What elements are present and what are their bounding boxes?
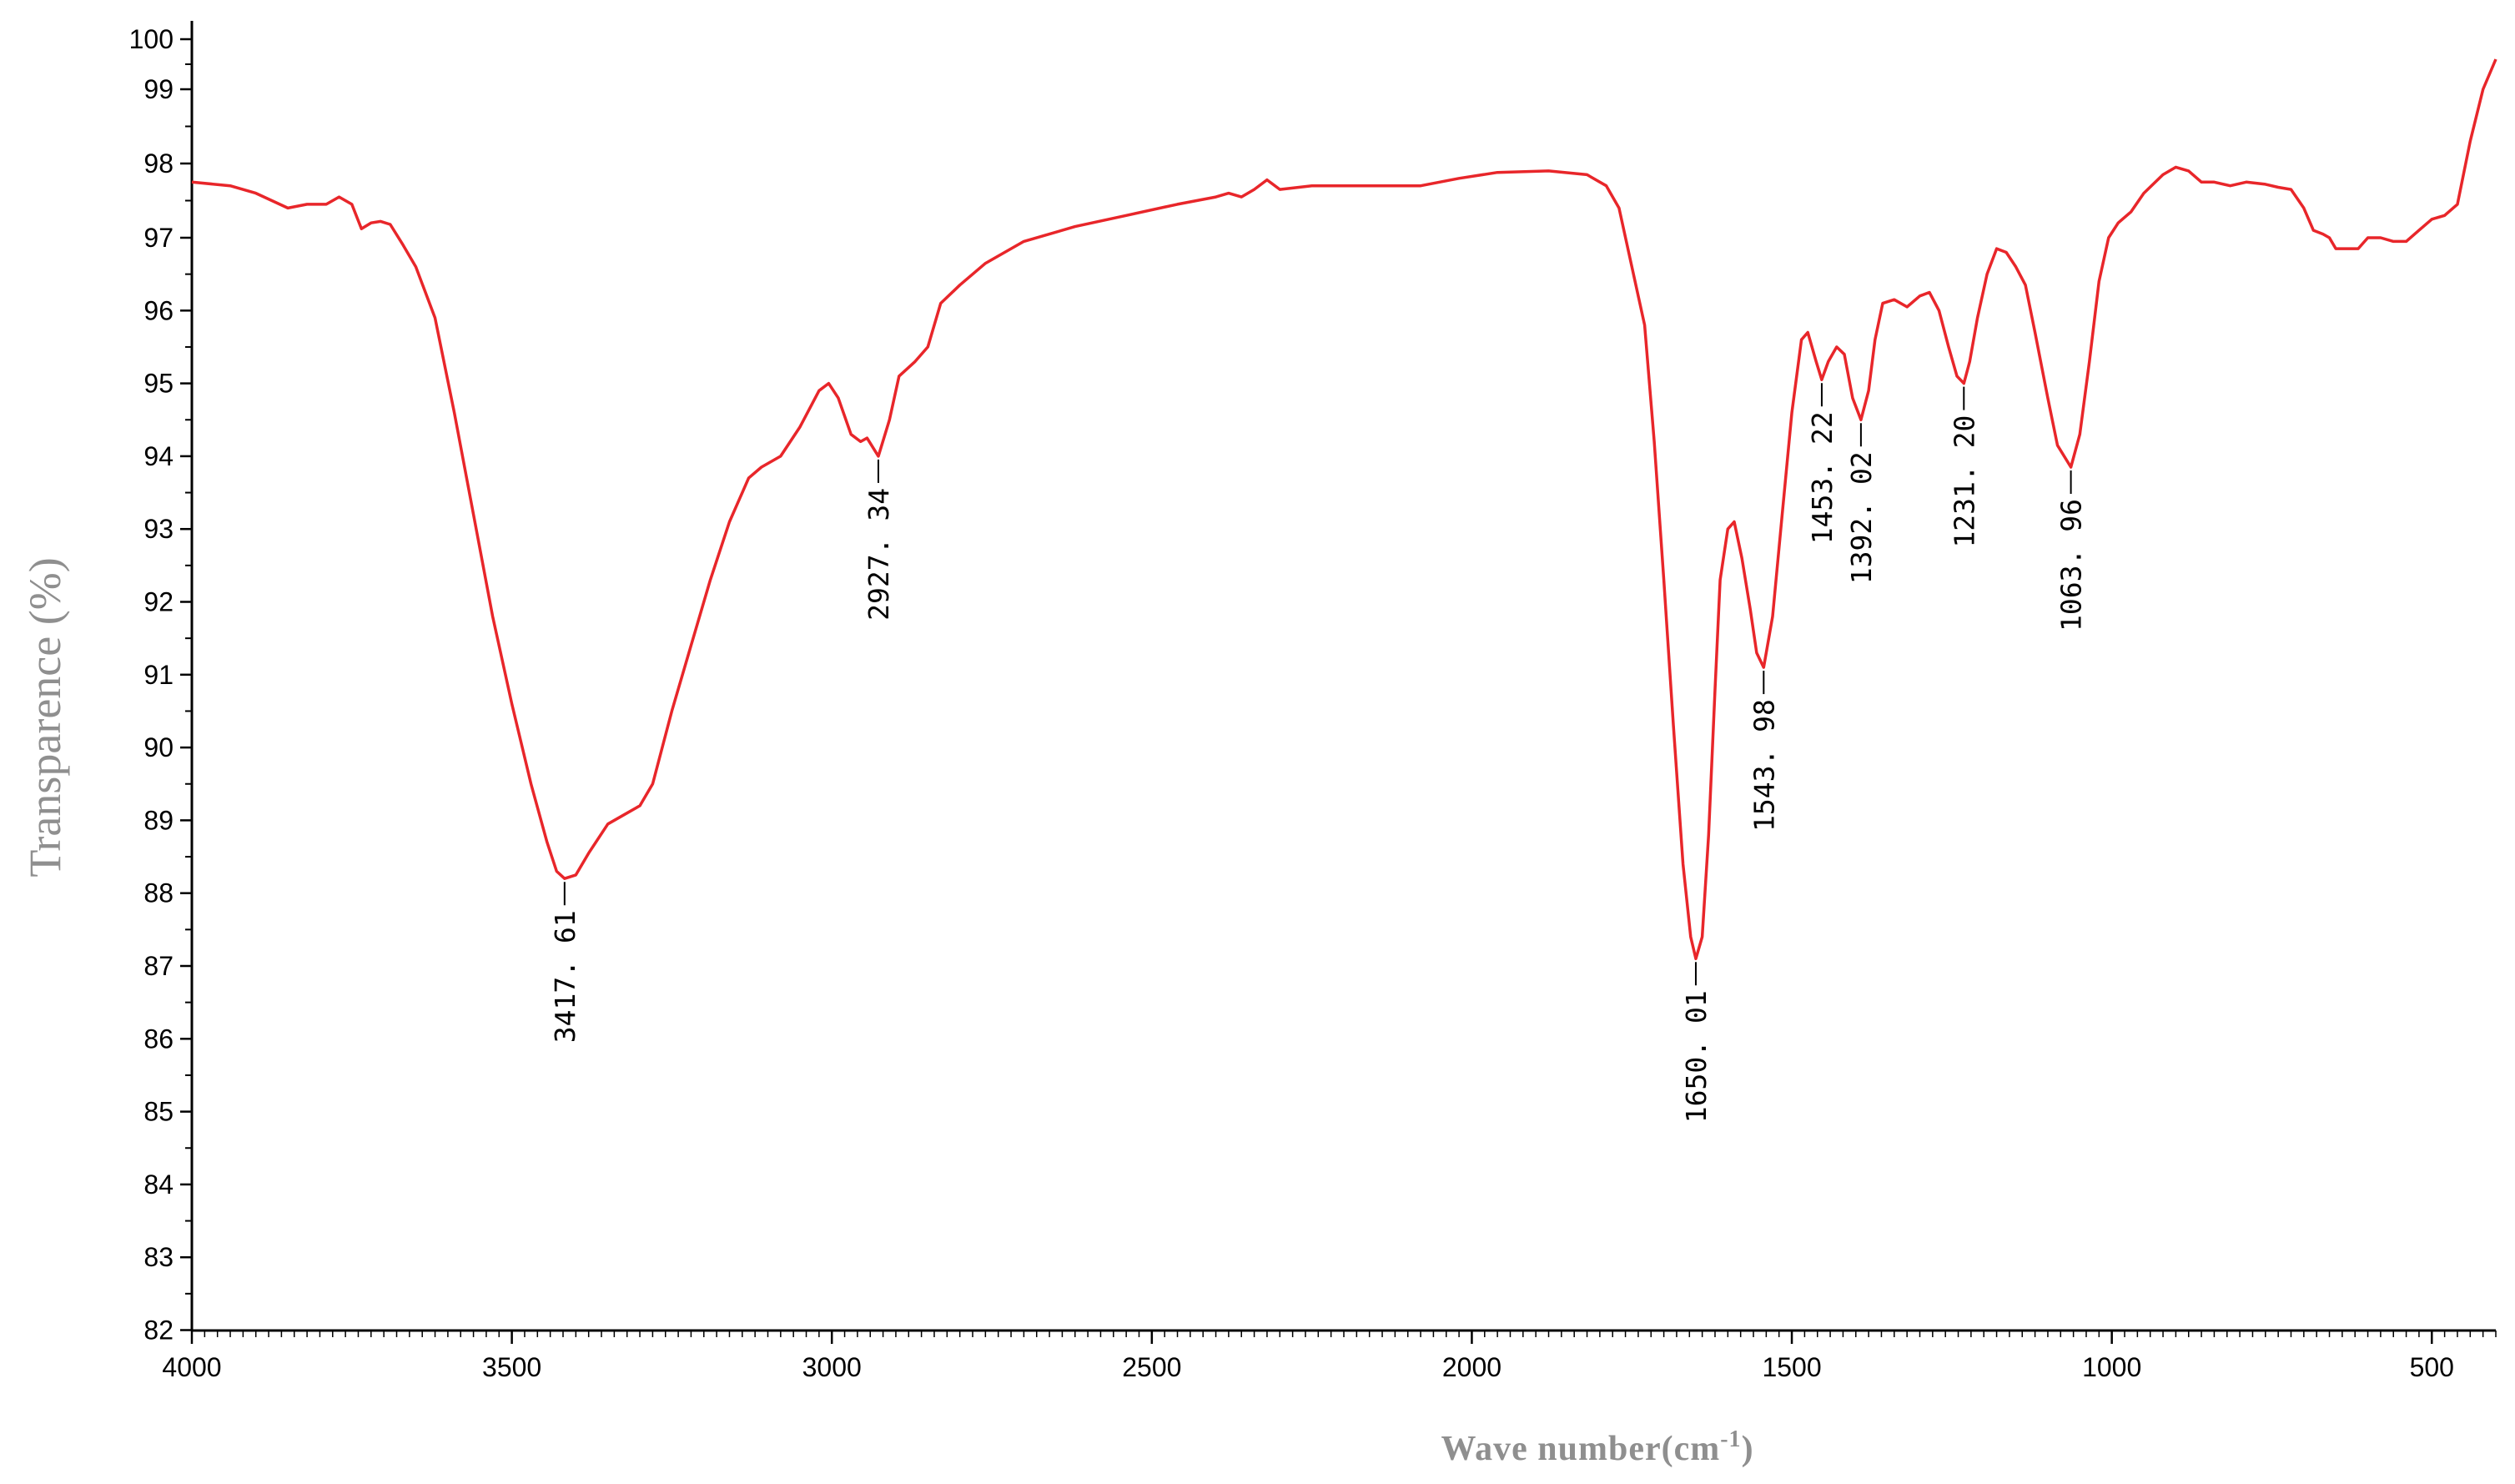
peak-label: 1392. 02 bbox=[1845, 451, 1878, 584]
y-tick-label: 84 bbox=[143, 1170, 174, 1200]
peak-label: 1650. 01 bbox=[1680, 990, 1713, 1123]
y-tick-label: 90 bbox=[143, 732, 174, 762]
y-tick-label: 92 bbox=[143, 587, 174, 617]
peak-label: 1543. 98 bbox=[1748, 699, 1780, 832]
y-tick-label: 99 bbox=[143, 74, 174, 104]
peak-label: 1063. 96 bbox=[2055, 499, 2088, 631]
x-axis-title-end: ) bbox=[1742, 1430, 1754, 1468]
y-tick-label: 86 bbox=[143, 1024, 174, 1054]
x-tick-label: 3500 bbox=[482, 1352, 541, 1382]
peak-label: 1231. 20 bbox=[1948, 415, 1980, 548]
x-tick-label: 1500 bbox=[1762, 1352, 1821, 1382]
peak-label: 3417. 61 bbox=[549, 910, 581, 1043]
x-tick-label: 3000 bbox=[802, 1352, 862, 1382]
x-tick-label: 500 bbox=[2410, 1352, 2454, 1382]
x-axis-title-main: Wave number(cm bbox=[1441, 1430, 1720, 1468]
y-tick-label: 94 bbox=[143, 441, 174, 471]
peak-label: 2927. 34 bbox=[863, 488, 895, 621]
x-axis-title-superscript: -1 bbox=[1720, 1426, 1741, 1452]
y-tick-label: 85 bbox=[143, 1097, 174, 1127]
y-tick-label: 97 bbox=[143, 223, 174, 253]
y-tick-label: 87 bbox=[143, 951, 174, 981]
x-tick-label: 4000 bbox=[162, 1352, 221, 1382]
x-tick-label: 2000 bbox=[1442, 1352, 1501, 1382]
x-axis: 4000 3500 3000 2500 2000 1500 1000 500 bbox=[162, 1331, 2497, 1382]
transmittance-line bbox=[191, 58, 2497, 961]
series-layer bbox=[191, 58, 2497, 961]
peak-annotations: 3417. 61 2927. 34 1650. 01 1543. 98 1453. 22… bbox=[549, 383, 2088, 1123]
y-tick-label: 91 bbox=[143, 660, 174, 690]
plot-area bbox=[190, 21, 2496, 1332]
y-tick-label: 100 bbox=[129, 24, 174, 54]
y-tick-label: 93 bbox=[143, 514, 174, 544]
y-axis-title: Transparence (%) bbox=[20, 557, 70, 877]
y-tick-label: 98 bbox=[143, 148, 174, 179]
y-tick-label: 95 bbox=[143, 369, 174, 399]
peak-label: 1453. 22 bbox=[1806, 411, 1838, 544]
x-axis-title: Wave number(cm-1) bbox=[1441, 1426, 1753, 1468]
x-tick-label: 1000 bbox=[2082, 1352, 2141, 1382]
y-tick-label: 89 bbox=[143, 805, 174, 835]
y-tick-label: 96 bbox=[143, 295, 174, 325]
y-tick-label: 88 bbox=[143, 878, 174, 908]
y-axis: 82 83 84 85 86 87 88 89 90 91 92 93 94 95 96 97 98 99 100 bbox=[129, 24, 192, 1346]
y-tick-label: 82 bbox=[143, 1315, 174, 1346]
x-tick-label: 2500 bbox=[1122, 1352, 1181, 1382]
y-tick-label: 83 bbox=[143, 1242, 174, 1272]
